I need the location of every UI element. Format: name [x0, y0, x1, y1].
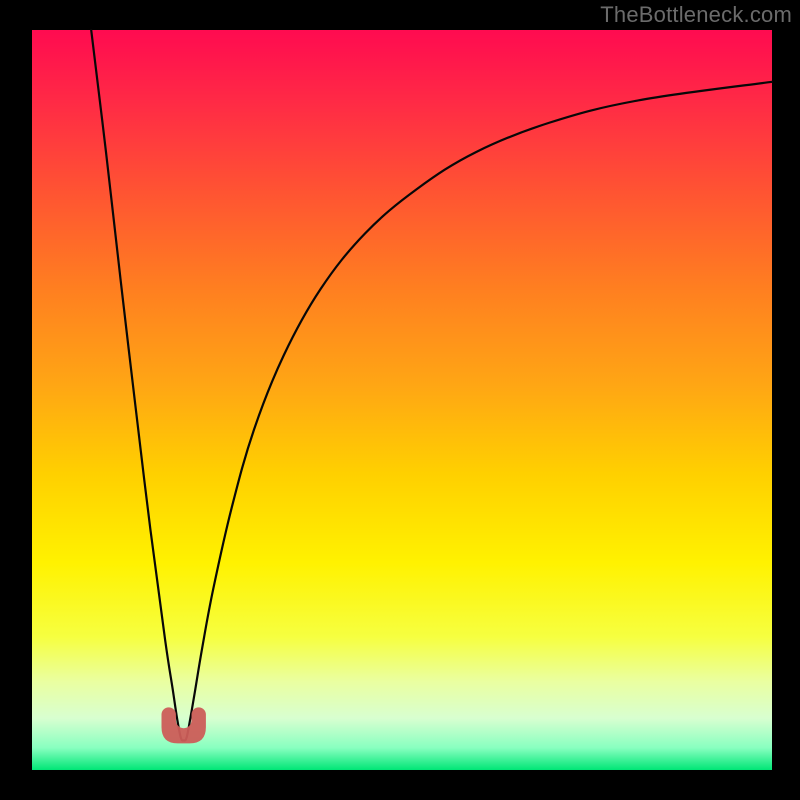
watermark-text: TheBottleneck.com [600, 2, 792, 28]
chart-background-gradient [32, 30, 772, 770]
chart-stage: TheBottleneck.com [0, 0, 800, 800]
bottleneck-chart [0, 0, 800, 800]
